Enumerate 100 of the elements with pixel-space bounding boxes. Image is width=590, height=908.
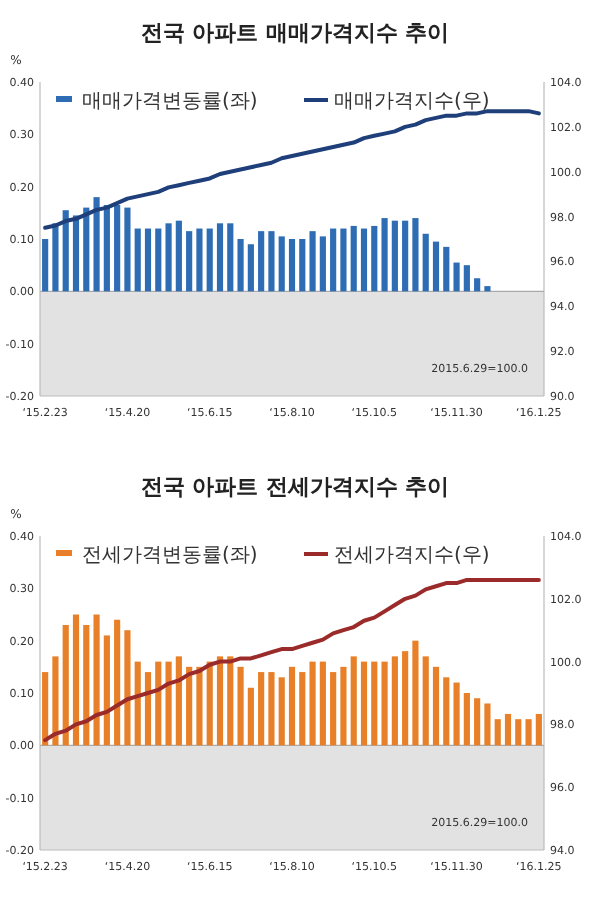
bar bbox=[247, 244, 254, 292]
bar bbox=[371, 225, 378, 292]
bar bbox=[525, 719, 532, 746]
bar bbox=[432, 666, 440, 746]
bar bbox=[402, 651, 409, 746]
bar bbox=[196, 666, 203, 746]
bar bbox=[247, 687, 254, 746]
line-series bbox=[43, 577, 541, 743]
bar bbox=[124, 207, 131, 292]
bar bbox=[144, 672, 152, 746]
bar bbox=[340, 228, 347, 292]
bar bbox=[227, 223, 234, 292]
bar bbox=[237, 239, 244, 292]
bar bbox=[288, 239, 296, 292]
bar bbox=[196, 228, 203, 292]
bar bbox=[114, 619, 121, 746]
bar bbox=[103, 204, 110, 292]
bar bbox=[42, 239, 49, 292]
bar bbox=[360, 228, 368, 292]
bar bbox=[484, 286, 491, 292]
bar bbox=[83, 207, 90, 292]
bar bbox=[237, 666, 244, 746]
bar bbox=[186, 231, 193, 292]
bar bbox=[391, 220, 398, 292]
bar bbox=[412, 218, 419, 292]
bar bbox=[504, 713, 512, 746]
bar bbox=[350, 656, 357, 746]
bar bbox=[216, 223, 224, 292]
bar bbox=[443, 677, 450, 746]
bar bbox=[278, 236, 285, 292]
bar bbox=[144, 228, 152, 292]
bar bbox=[227, 656, 234, 746]
bar bbox=[72, 614, 80, 746]
bar bbox=[299, 672, 306, 746]
bar bbox=[175, 656, 182, 746]
bar bbox=[258, 231, 265, 292]
bar bbox=[155, 661, 162, 746]
bar bbox=[114, 204, 121, 292]
bar bbox=[340, 666, 347, 746]
bar bbox=[453, 262, 460, 292]
bar bbox=[402, 220, 409, 292]
bar bbox=[381, 661, 388, 746]
bar bbox=[134, 228, 141, 292]
bar bbox=[309, 231, 316, 292]
bar bbox=[216, 656, 224, 746]
bar bbox=[535, 713, 542, 746]
chart-title: 전국 아파트 전세가격지수 추이 bbox=[140, 474, 450, 500]
bar bbox=[319, 661, 326, 746]
legend-label: 매매가격변동률(좌) bbox=[82, 91, 258, 113]
bar bbox=[330, 672, 337, 746]
bar bbox=[72, 215, 80, 292]
legend-label: 매매가격지수(우) bbox=[334, 91, 490, 113]
bar bbox=[258, 672, 265, 746]
bar bbox=[288, 666, 296, 746]
bar bbox=[134, 661, 141, 746]
bar bbox=[52, 656, 59, 746]
bar bbox=[319, 236, 326, 292]
bar bbox=[124, 630, 131, 746]
bar bbox=[463, 265, 470, 292]
bar bbox=[371, 661, 378, 746]
bar bbox=[42, 672, 49, 746]
bar bbox=[62, 210, 69, 292]
bar bbox=[422, 233, 429, 292]
bar bbox=[494, 719, 501, 746]
line-series bbox=[43, 109, 541, 230]
bar bbox=[62, 624, 69, 746]
bar bbox=[350, 225, 357, 292]
bar bbox=[268, 672, 275, 746]
bar bbox=[206, 228, 213, 292]
legend-label: 전세가격변동률(좌) bbox=[82, 545, 258, 567]
bar bbox=[463, 693, 470, 746]
bar bbox=[278, 677, 285, 746]
bar bbox=[175, 220, 182, 292]
legend-label: 전세가격지수(우) bbox=[334, 545, 490, 567]
bar bbox=[484, 703, 491, 746]
bar bbox=[474, 698, 481, 746]
bar bbox=[206, 661, 213, 746]
bar bbox=[165, 223, 172, 292]
bar bbox=[93, 197, 100, 292]
bar bbox=[381, 218, 388, 292]
bar bbox=[432, 241, 440, 292]
bar bbox=[515, 719, 522, 746]
bar bbox=[155, 228, 162, 292]
bar bbox=[422, 656, 429, 746]
chart-title: 전국 아파트 매매가격지수 추이 bbox=[140, 20, 450, 46]
bar bbox=[391, 656, 398, 746]
bar bbox=[52, 223, 59, 292]
bar bbox=[474, 278, 481, 292]
bar bbox=[93, 614, 100, 746]
bar bbox=[453, 682, 460, 746]
bar bbox=[443, 246, 450, 292]
bar bbox=[186, 666, 193, 746]
bar bbox=[268, 231, 275, 292]
bar bbox=[412, 640, 419, 746]
bar bbox=[299, 239, 306, 292]
bar bbox=[103, 635, 110, 746]
bar bbox=[165, 661, 172, 746]
bar bbox=[360, 661, 368, 746]
bar bbox=[309, 661, 316, 746]
bar bbox=[83, 624, 90, 746]
